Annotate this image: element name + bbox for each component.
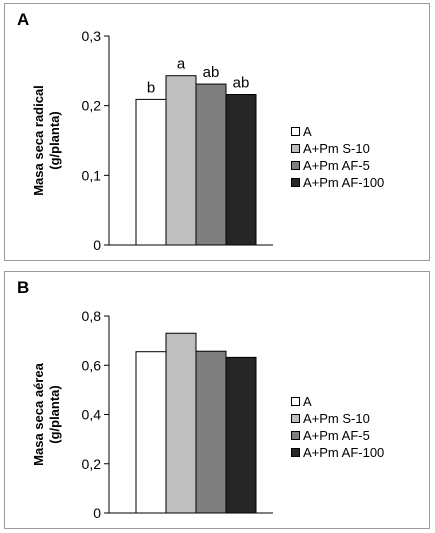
y-tick-label: 0,2: [82, 98, 102, 114]
legend-swatch: [291, 144, 300, 153]
legend-label: A+Pm AF-5: [303, 428, 370, 443]
y-tick-label: 0,6: [82, 357, 102, 373]
legend-swatch: [291, 448, 300, 457]
legend-swatch: [291, 161, 300, 170]
legend-swatch: [291, 178, 300, 187]
legend-item: A+Pm AF-100: [291, 444, 384, 461]
significance-label: ab: [233, 75, 250, 92]
legend-item: A+Pm AF-5: [291, 157, 384, 174]
significance-label: ab: [203, 64, 220, 81]
chart-panel-b: B 0 0,2 0,4 0,6 0,8 Masa seca aérea (g/planta)…: [4, 271, 430, 529]
legend-label: A: [303, 124, 312, 139]
legend-item: A+Pm S-10: [291, 410, 384, 427]
panel-label-b: B: [17, 278, 30, 297]
y-tick-label: 0: [93, 237, 101, 253]
bar-a-pm-s-10: [165, 332, 197, 514]
panel-label-a: A: [17, 10, 30, 29]
legend-item: A+Pm AF-100: [291, 174, 384, 191]
y-axis-label: Masa seca aérea (g/planta): [31, 362, 62, 465]
bar-a-pm-af-100: [225, 94, 257, 246]
bar-a-pm-af-100: [225, 356, 257, 514]
bar-a-pm-s-10: [165, 75, 197, 246]
significance-label: a: [177, 56, 186, 73]
chart-b-svg: 0 0,2 0,4 0,6 0,8 Masa seca aérea (g/planta): [31, 308, 273, 521]
bar-a-pm-af-5: [195, 350, 227, 514]
y-tick-label: 0,2: [82, 456, 102, 472]
legend-label: A+Pm S-10: [303, 411, 370, 426]
y-tick-label: 0,4: [82, 407, 102, 423]
y-tick-label: 0,8: [82, 308, 102, 324]
bar-a-pm-af-5: [195, 83, 227, 246]
y-axis-label-line2: (g/planta): [47, 385, 62, 444]
legend-swatch: [291, 431, 300, 440]
legend-item: A: [291, 123, 384, 140]
legend-item: A: [291, 393, 384, 410]
y-axis-label-line2: (g/planta): [47, 111, 62, 170]
legend-swatch: [291, 414, 300, 423]
legend-swatch: [291, 397, 300, 406]
bar-a: [135, 351, 167, 514]
bar-a: [135, 98, 167, 246]
legend-label: A+Pm AF-100: [303, 175, 385, 190]
legend-label: A+Pm S-10: [303, 141, 370, 156]
y-axis-label-line1: Masa seca radical: [31, 85, 46, 196]
y-axis-label-line1: Masa seca aérea: [31, 362, 46, 465]
significance-label: b: [147, 79, 155, 96]
legend-label: A+Pm AF-100: [303, 445, 385, 460]
legend-swatch: [291, 127, 300, 136]
y-tick-label: 0,3: [82, 28, 102, 44]
y-tick-label: 0: [93, 505, 101, 521]
legend-a: A A+Pm S-10 A+Pm AF-5 A+Pm AF-100: [291, 123, 384, 191]
legend-label: A+Pm AF-5: [303, 158, 370, 173]
legend-label: A: [303, 394, 312, 409]
y-tick-label: 0,1: [82, 167, 102, 183]
chart-panel-a: A 0 0,1 0,2 0,3 b a ab ab Masa seca radical (g/pl…: [4, 3, 430, 261]
y-axis-label: Masa seca radical (g/planta): [31, 85, 62, 196]
legend-b: A A+Pm S-10 A+Pm AF-5 A+Pm AF-100: [291, 393, 384, 461]
legend-item: A+Pm S-10: [291, 140, 384, 157]
legend-item: A+Pm AF-5: [291, 427, 384, 444]
